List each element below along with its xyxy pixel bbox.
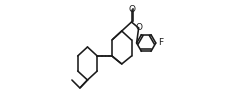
Text: O: O bbox=[135, 24, 142, 33]
Text: F: F bbox=[158, 38, 163, 47]
Text: O: O bbox=[128, 5, 135, 15]
